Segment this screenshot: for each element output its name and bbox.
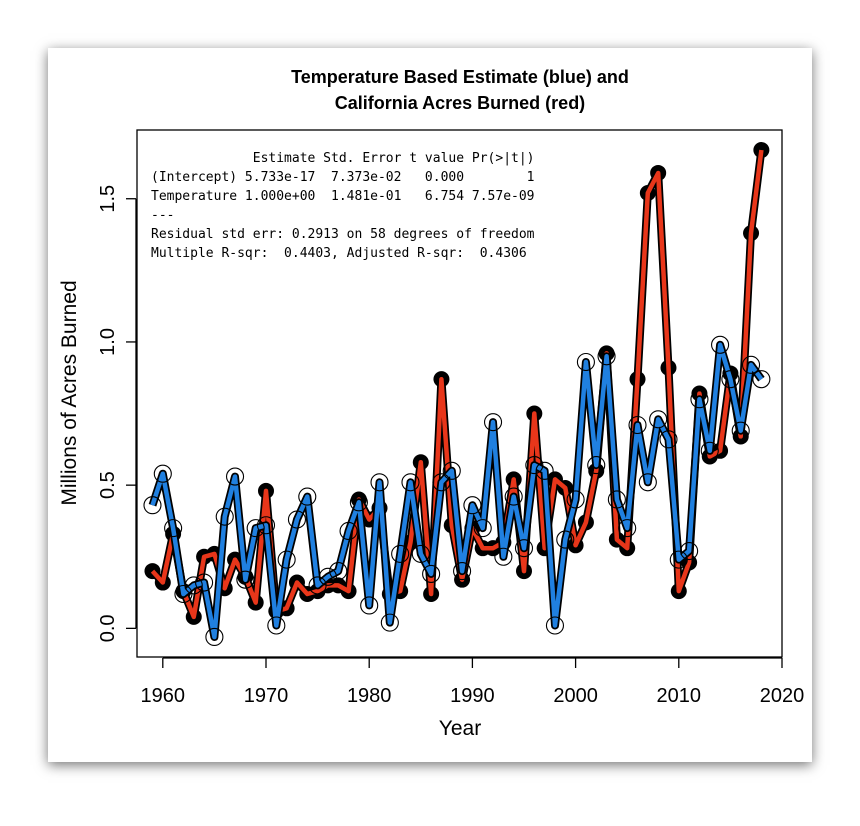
data-point <box>143 496 162 515</box>
data-point <box>463 496 482 515</box>
plot-frame <box>136 129 783 658</box>
data-point <box>453 562 472 581</box>
data-point <box>380 613 399 632</box>
data-point <box>504 487 523 506</box>
data-point <box>184 576 203 595</box>
data-point <box>205 627 224 647</box>
regression-line: Residual std err: 0.2913 on 58 degrees o… <box>151 227 535 242</box>
data-point <box>195 573 214 592</box>
data-point <box>556 530 575 549</box>
chart-title-line-1: Temperature Based Estimate (blue) and <box>291 67 629 87</box>
data-point <box>690 390 709 409</box>
data-point <box>535 461 554 480</box>
data-point <box>566 490 585 509</box>
data-point <box>339 521 358 541</box>
data-point <box>329 562 348 581</box>
data-point <box>741 355 761 374</box>
data-point <box>700 441 719 460</box>
x-tick-label: 1990 <box>450 685 495 707</box>
y-axis-label: Millions of Acres Burned <box>58 280 81 505</box>
data-point <box>370 473 389 492</box>
x-tick-label: 1960 <box>141 685 186 707</box>
data-point <box>680 541 699 561</box>
regression-line: Temperature 1.000e+00 1.481e-01 6.754 7.… <box>151 189 535 204</box>
data-point <box>514 539 534 558</box>
y-tick-label: 1.5 <box>97 185 119 213</box>
y-axis: 0.0 0.5 1.0 1.5 <box>97 185 137 642</box>
regression-line: --- <box>151 208 174 223</box>
data-point <box>731 421 750 440</box>
data-point <box>256 516 276 535</box>
data-point <box>442 461 461 480</box>
y-tick-label: 1.0 <box>97 328 119 356</box>
data-point <box>545 616 565 635</box>
data-point <box>607 490 626 509</box>
data-point <box>225 467 245 486</box>
data-point <box>391 544 410 563</box>
data-point <box>411 544 430 563</box>
data-point <box>153 464 172 483</box>
data-point <box>318 567 337 586</box>
data-point <box>164 519 183 538</box>
data-point <box>494 547 513 566</box>
data-point <box>277 550 296 569</box>
x-tick-label: 2010 <box>657 685 702 707</box>
regression-table: Estimate Std. Error t value Pr(>|t|) (In… <box>151 151 535 261</box>
x-tick-label: 2020 <box>760 685 805 707</box>
data-point <box>432 473 451 492</box>
data-point <box>360 596 379 615</box>
data-point <box>587 456 606 475</box>
data-point <box>752 370 771 389</box>
data-point <box>525 456 544 475</box>
regression-line: Multiple R-sqr: 0.4403, Adjusted R-sqr: … <box>151 246 527 261</box>
data-point <box>483 413 503 432</box>
data-point <box>628 415 647 435</box>
data-point <box>721 370 740 389</box>
data-point <box>638 473 657 492</box>
data-point <box>711 335 730 354</box>
regression-line: (Intercept) 5.733e-17 7.373e-02 0.000 1 <box>151 170 535 185</box>
x-tick-label: 1980 <box>347 685 392 707</box>
x-axis-label: Year <box>439 717 481 740</box>
data-point <box>401 473 420 492</box>
data-point <box>298 487 317 506</box>
y-tick-label: 0.5 <box>97 471 119 499</box>
data-point <box>246 519 265 538</box>
series-blue <box>143 335 771 647</box>
x-axis: 1960 1970 1980 1990 2000 2010 2020 <box>141 657 805 707</box>
data-point <box>659 430 678 449</box>
data-point <box>473 519 492 538</box>
data-point <box>618 519 637 538</box>
x-tick-label: 2000 <box>553 685 598 707</box>
data-point <box>576 352 595 372</box>
data-point <box>267 616 286 635</box>
regression-line: Estimate Std. Error t value Pr(>|t|) <box>151 151 535 166</box>
chart-card <box>48 48 812 762</box>
x-tick-label: 1970 <box>244 685 289 707</box>
y-tick-label: 0.0 <box>97 614 119 642</box>
data-point <box>597 347 616 366</box>
series-layer <box>143 142 771 647</box>
data-point <box>649 410 668 429</box>
data-point <box>236 570 255 589</box>
data-point <box>422 564 441 583</box>
chart-title-line-2: California Acres Burned (red) <box>335 93 585 113</box>
data-point <box>349 493 368 512</box>
data-point <box>215 507 234 526</box>
data-point <box>287 510 307 529</box>
